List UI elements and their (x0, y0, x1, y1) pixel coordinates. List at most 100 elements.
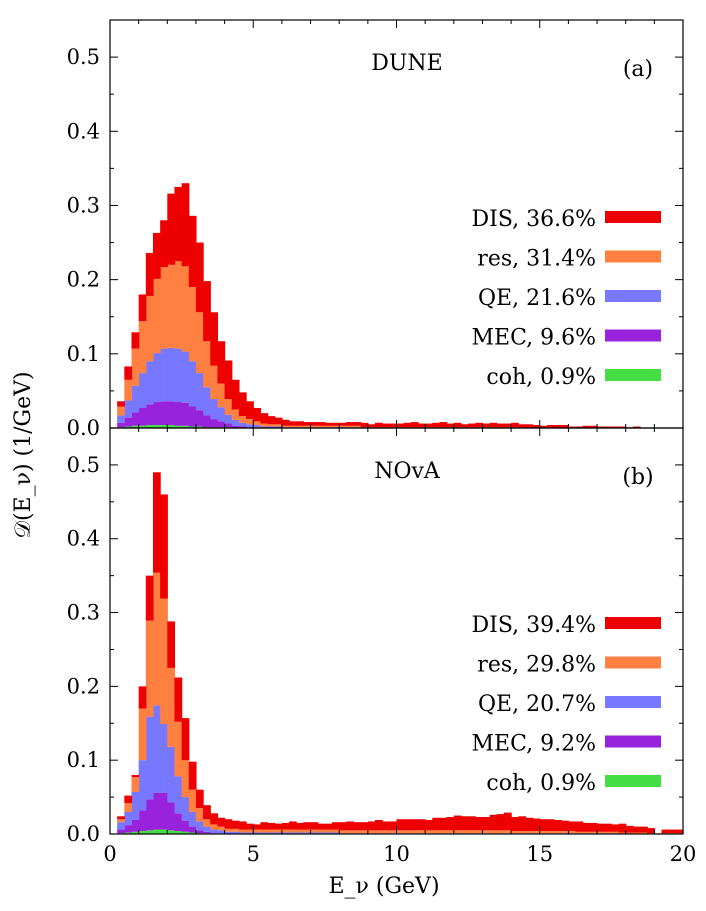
nova-bar-dis (604, 823, 612, 832)
nova-bar-res (518, 831, 527, 834)
nova-bar-dis (238, 821, 247, 830)
dune-bar-qe (131, 385, 140, 413)
dune-bar-mec (210, 419, 219, 428)
nova-bar-dis (561, 820, 569, 832)
nova-bar-dis (511, 817, 519, 832)
dune-y-tick-label: 0.2 (67, 268, 100, 292)
dune-panel-label: (a) (623, 57, 653, 82)
nova-bar-coh (181, 831, 190, 834)
nova-bar-res (203, 819, 211, 827)
dune-bar-res (145, 295, 154, 362)
dune-bar-dis (260, 413, 269, 424)
dune-bar-dis (632, 426, 641, 428)
nova-bar-dis (460, 816, 469, 831)
dune-y-tick-label: 0.5 (67, 45, 100, 69)
nova-bar-dis (332, 822, 340, 830)
nova-bar-qe (167, 746, 176, 803)
nova-y-tick-label: 0.0 (67, 822, 100, 846)
dune-bar-qe (152, 353, 161, 403)
dune-bar-coh (145, 425, 154, 428)
dune-bar-qe (267, 426, 276, 428)
dune-bar-res (224, 399, 233, 415)
dune-bar-qe (217, 407, 226, 422)
dune-bar-dis (324, 422, 333, 426)
nova-bar-res (410, 830, 419, 834)
nova-legend-label-coh: coh, 0.9% (486, 771, 596, 796)
nova-bar-res (181, 760, 190, 798)
nova-bar-res (611, 831, 620, 834)
dune-bar-dis (231, 379, 240, 410)
nova-bar-mec (145, 799, 154, 831)
nova-bar-mec (195, 830, 204, 834)
nova-bar-dis (203, 805, 211, 820)
dune-bar-dis (460, 424, 469, 428)
dune-bar-dis (267, 416, 276, 425)
dune-bar-coh (138, 425, 147, 428)
dune-bar-mec (138, 407, 147, 426)
nova-bar-res (253, 829, 262, 833)
dune-bar-dis (532, 425, 541, 428)
nova-bar-res (317, 829, 326, 833)
dune-legend-swatch-qe (605, 290, 661, 302)
nova-bar-qe (274, 832, 283, 834)
dune-bar-coh (181, 425, 190, 428)
dune-bar-dis (181, 183, 190, 267)
nova-bar-res (138, 708, 147, 761)
nova-bar-res (618, 832, 627, 834)
dune-bar-dis (518, 424, 527, 428)
nova-bar-qe (188, 811, 197, 827)
dune-bar-dis (511, 422, 519, 428)
nova-bar-dis (253, 824, 262, 830)
nova-bar-res (625, 832, 634, 834)
nova-bar-mec (160, 792, 168, 830)
dune-bar-dis (561, 425, 569, 428)
nova-bar-res (403, 830, 412, 834)
dune-bar-qe (238, 422, 247, 427)
nova-bar-dis (167, 621, 176, 668)
dune-bar-dis (575, 426, 584, 428)
dune-bar-mec (152, 402, 161, 426)
dune-bar-mec (131, 412, 140, 426)
nova-bar-res (353, 830, 362, 834)
nova-bar-dis (339, 822, 347, 831)
dune-bar-dis (246, 401, 254, 420)
dune-panel-title: DUNE (371, 51, 443, 76)
nova-bar-res (439, 830, 448, 834)
nova-bar-res (360, 830, 369, 834)
nova-bar-qe (138, 760, 147, 811)
nova-bar-qe (324, 832, 333, 834)
nova-panel-label: (b) (622, 465, 653, 490)
dune-bar-dis (468, 423, 476, 428)
nova-bar-mec (117, 829, 125, 834)
dune-bar-qe (188, 361, 197, 407)
nova-bar-dis (296, 822, 304, 830)
nova-bar-coh (124, 832, 133, 834)
dune-bar-qe (138, 373, 147, 408)
nova-y-tick-label: 0.2 (67, 674, 100, 698)
dune-bar-mec (195, 410, 204, 427)
dune-bar-mec (174, 402, 183, 426)
dune-bar-dis (367, 424, 376, 428)
dune-bar-dis (117, 401, 125, 407)
dune-bar-dis (375, 422, 383, 428)
dune-bar-res (217, 383, 226, 408)
dune-bar-res (131, 348, 140, 386)
dune-bar-dis (417, 423, 426, 428)
nova-bar-qe (296, 832, 304, 834)
nova-bar-coh (160, 829, 168, 834)
nova-bar-res (231, 828, 240, 832)
dune-legend-label-dis: DIS, 36.6% (472, 207, 597, 232)
nova-bar-res (339, 830, 347, 834)
nova-y-tick-label: 0.4 (67, 527, 100, 551)
dune-bar-dis (360, 422, 369, 428)
nova-bar-dis (246, 823, 254, 830)
dune-bar-dis (568, 426, 577, 428)
dune-bar-qe (253, 425, 262, 428)
nova-bar-res (453, 830, 462, 834)
dune-bar-res (332, 425, 340, 428)
dune-legend-label-res: res, 31.4% (477, 247, 596, 272)
nova-bar-dis (267, 822, 276, 830)
x-axis-label: E_ν (GeV) (328, 874, 439, 899)
nova-bar-dis (260, 822, 269, 830)
dune-bar-dis (188, 215, 197, 288)
